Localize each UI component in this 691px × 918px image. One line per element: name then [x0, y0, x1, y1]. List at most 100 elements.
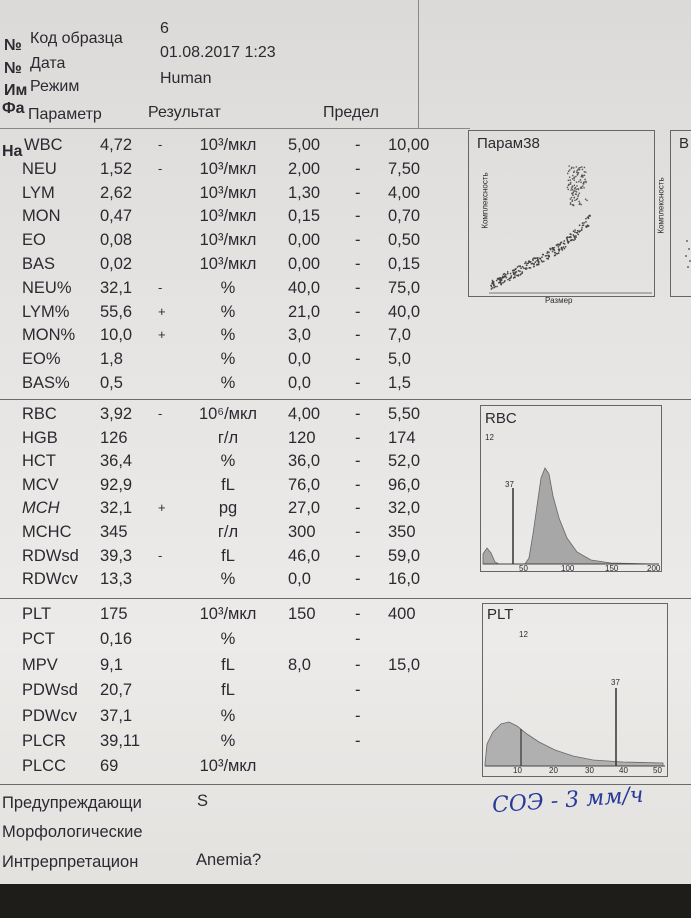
table-surface [0, 884, 691, 918]
param-name-rdwsd: RDWsd [22, 546, 79, 565]
scatter-point [504, 279, 506, 282]
scatter-point [522, 267, 525, 269]
param-high-plt: 400 [388, 605, 416, 623]
rbc-marker-12: 12 [485, 433, 494, 442]
param-high-rdwsd: 59,0 [388, 546, 421, 565]
scatter-point [544, 255, 547, 257]
param-value-hgb: 126 [100, 428, 128, 447]
param-high-mpv: 15,0 [388, 655, 421, 674]
param-name-neu-pct: NEU% [22, 278, 72, 297]
range-dash-rdwsd: - [355, 546, 361, 565]
range-dash-lym-pct: - [355, 302, 361, 321]
param-unit-hct: % [220, 452, 236, 471]
scatter-point [570, 189, 572, 191]
scatter-point [527, 260, 530, 263]
param-name-hgb: HGB [22, 428, 58, 447]
scatter-point [583, 181, 585, 183]
scatter-point [567, 179, 570, 182]
param-low-plt: 150 [288, 605, 316, 623]
scatter-point [568, 165, 570, 167]
param-name-pct: PCT [22, 630, 55, 649]
scatter-point [578, 200, 580, 203]
param-value-mon-pct: 10,0 [100, 326, 133, 345]
param-unit-lym-pct: % [220, 302, 236, 321]
plt-tick-40: 40 [619, 766, 628, 775]
rbc-tick-150: 150 [605, 564, 619, 573]
range-dash-eo: - [355, 231, 361, 250]
param-value-neu: 1,52 [100, 159, 133, 178]
scatter-point [516, 274, 518, 277]
scatter-point [490, 288, 493, 290]
scatter-point [571, 166, 573, 169]
scatter-point [561, 249, 564, 251]
scatter-point [569, 202, 572, 204]
param-unit-rdwsd: fL [221, 546, 235, 565]
param-high-hct: 52,0 [388, 452, 421, 471]
scatter-point [541, 256, 543, 258]
param-value-mpv: 9,1 [100, 655, 123, 674]
scatter-point [506, 272, 509, 275]
scatter-point [492, 280, 495, 283]
scatter-point [575, 181, 578, 183]
scatter-point [549, 247, 551, 250]
param-name-lym: LYM [22, 183, 55, 202]
scatter-point [576, 229, 579, 232]
second-scatter-ylabel: Комплексность [656, 177, 666, 234]
scatter-point [577, 168, 579, 171]
scatter-point [570, 187, 573, 189]
param-low-lym: 1,30 [288, 183, 321, 202]
param-value-mon: 0,47 [100, 207, 133, 226]
param-unit-bas-pct: % [220, 374, 236, 392]
scatter-point [491, 282, 494, 285]
scatter-point [508, 277, 511, 280]
scatter-point [571, 178, 574, 180]
morphology-label: Морфологические [2, 823, 143, 841]
scatter-point [577, 180, 580, 183]
mode-label: Режим [30, 78, 80, 95]
param-name-mcv: MCV [22, 475, 59, 494]
param-unit-mpv: fL [221, 655, 235, 674]
param-value-pdwsd: 20,7 [100, 681, 133, 700]
param-unit-wbc: 10³/мкл [199, 136, 257, 154]
scatter-point [569, 233, 572, 235]
scatter-point [573, 177, 575, 180]
param-unit-hgb: г/л [217, 428, 239, 447]
param-low-mpv: 8,0 [288, 655, 311, 674]
scatter-point [572, 191, 575, 194]
scatter-point [574, 237, 576, 240]
scatter-point [575, 191, 578, 193]
scatter-point [572, 167, 575, 169]
param38-ylabel: Комплексность [480, 172, 490, 229]
scatter-point [499, 278, 502, 280]
param-high-wbc: 10,00 [388, 136, 430, 154]
plt-tick-30: 30 [585, 766, 594, 775]
scatter-point [541, 260, 544, 263]
scatter-point [571, 199, 574, 201]
scatter-point [568, 176, 571, 178]
scatter-point [587, 225, 590, 227]
param-high-rdwcv: 16,0 [388, 570, 421, 589]
scatter-point [573, 239, 575, 241]
param-unit-plt: 10³/мкл [199, 605, 257, 623]
warnings-value: S [197, 792, 209, 810]
scatter-point [569, 236, 572, 239]
scatter-point [564, 245, 567, 248]
scatter-point [574, 231, 576, 234]
range-dash-rbc: - [355, 405, 361, 423]
param-unit-mon-pct: % [220, 326, 236, 345]
column-result: Результат [148, 104, 221, 121]
rbc-tick-100: 100 [561, 564, 575, 573]
scatter-point [548, 251, 550, 254]
scatter-point [571, 188, 574, 191]
param-value-lym-pct: 55,6 [100, 302, 133, 321]
scatter-point [575, 188, 578, 191]
scatter-point [529, 267, 532, 269]
scatter-point [583, 187, 585, 189]
param-high-eo-pct: 5,0 [388, 350, 411, 369]
section-divider-rbc-plt [0, 598, 691, 599]
param-name-mon: MON [22, 207, 61, 226]
param-value-rbc: 3,92 [100, 405, 133, 423]
scatter-point [581, 166, 583, 168]
scatter-point [547, 256, 550, 258]
param-value-neu-pct: 32,1 [100, 278, 133, 297]
